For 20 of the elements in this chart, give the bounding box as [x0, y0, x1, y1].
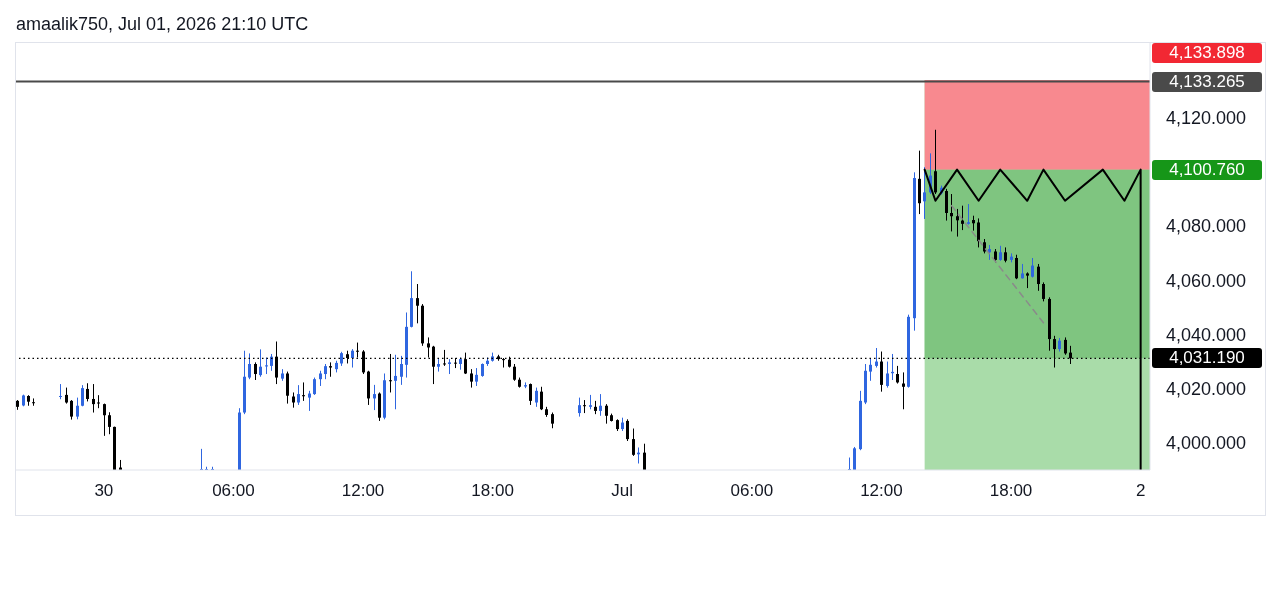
ref-line-label: 4,133.265 [1152, 71, 1262, 92]
chart-title: amaalik750, Jul 01, 2026 21:10 UTC [16, 13, 309, 35]
y-tick-label: 4,080.000 [1166, 216, 1247, 237]
y-tick-label: 4,040.000 [1166, 324, 1247, 345]
x-tick-label: 18:00 [471, 481, 514, 501]
band-label: 4,100.760 [1152, 159, 1262, 180]
x-tick-label: 06:00 [730, 481, 774, 501]
y-tick-label: 4,060.000 [1166, 270, 1247, 291]
x-tick-label: Jul [611, 481, 634, 501]
ref-line-label: 4,031.190 [1152, 348, 1262, 369]
x-tick-label: 18:00 [989, 481, 1033, 501]
x-tick-label: 12:00 [341, 481, 385, 501]
x-tick-label: 06:00 [212, 481, 255, 501]
x-tick-label: 12:00 [860, 481, 903, 501]
y-tick-label: 4,000.000 [1166, 433, 1247, 454]
y-tick-label: 4,020.000 [1166, 379, 1247, 400]
x-tick-label: 2 [1135, 481, 1146, 501]
band-label: 4,133.898 [1152, 42, 1262, 63]
x-tick-label: 30 [94, 481, 114, 501]
y-tick-label: 4,120.000 [1166, 107, 1247, 128]
